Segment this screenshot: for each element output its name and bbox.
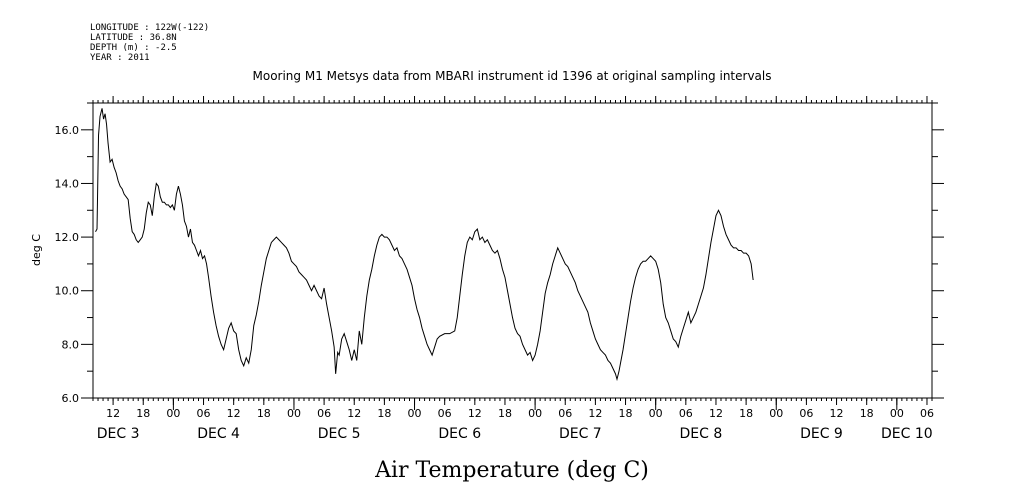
y-tick-label: 6.0 [62, 392, 80, 405]
x-hour-label: 18 [377, 407, 391, 420]
meta-longitude: LONGITUDE : 122W(-122) [90, 23, 209, 33]
plot-frame [92, 102, 933, 399]
x-hour-label: 06 [317, 407, 331, 420]
x-hour-label: 12 [106, 407, 120, 420]
x-hour-labels: 12 18 00 06 12 18 00 06 12 18 00 06 12 18 00 06 12 18 00 06… [106, 407, 934, 420]
x-hour-label: 18 [136, 407, 150, 420]
x-hour-label: 12 [347, 407, 361, 420]
y-tick-label: 8.0 [62, 338, 80, 351]
x-hour-label: 06 [197, 407, 211, 420]
x-hour-label: 00 [649, 407, 663, 420]
x-hour-label: 00 [287, 407, 301, 420]
x-hour-label: 12 [227, 407, 241, 420]
x-hour-label: 00 [408, 407, 422, 420]
y-tick-label: 16.0 [55, 124, 80, 137]
x-day-label: DEC 6 [438, 426, 481, 442]
x-hour-label: 18 [619, 407, 633, 420]
metadata-block: LONGITUDE : 122W(-122) LATITUDE : 36.8N … [90, 23, 209, 63]
x-hour-label: 12 [468, 407, 482, 420]
meta-latitude: LATITUDE : 36.8N [90, 33, 177, 43]
y-tick-labels: 6.0 8.0 10.0 12.0 14.0 16.0 [55, 124, 80, 405]
meta-depth: DEPTH (m) : -2.5 [90, 43, 177, 53]
x-hour-label: 18 [739, 407, 753, 420]
x-hour-label: 06 [799, 407, 813, 420]
x-day-labels: DEC 3 DEC 4 DEC 5 DEC 6 DEC 7 DEC 8 DEC 9 DEC 1… [97, 426, 933, 442]
x-day-label: DEC 3 [97, 426, 140, 442]
x-hour-label: 06 [558, 407, 572, 420]
x-hour-label: 00 [528, 407, 542, 420]
x-day-label: DEC 4 [197, 426, 240, 442]
x-axis-label: Air Temperature (deg C) [374, 458, 649, 483]
series-line-air-temperature [95, 108, 754, 382]
y-tick-label: 12.0 [55, 231, 80, 244]
y-tick-label: 14.0 [55, 177, 80, 190]
x-hour-label: 00 [890, 407, 904, 420]
x-hour-label: 00 [166, 407, 180, 420]
axis-ticks [81, 96, 944, 410]
meta-year: YEAR : 2011 [90, 53, 150, 63]
x-hour-label: 18 [498, 407, 512, 420]
x-hour-label: 12 [830, 407, 844, 420]
x-hour-label: 06 [679, 407, 693, 420]
x-day-label: DEC 5 [318, 426, 361, 442]
y-tick-label: 10.0 [55, 285, 80, 298]
x-hour-label: 00 [769, 407, 783, 420]
x-hour-label: 12 [588, 407, 602, 420]
x-hour-label: 18 [257, 407, 271, 420]
x-hour-label: 12 [709, 407, 723, 420]
x-day-label: DEC 7 [559, 426, 602, 442]
y-axis-label: deg C [30, 234, 43, 266]
x-day-label: DEC 8 [680, 426, 723, 442]
x-day-label: DEC 9 [800, 426, 843, 442]
x-hour-label: 18 [860, 407, 874, 420]
x-hour-label: 06 [438, 407, 452, 420]
x-day-label: DEC 10 [881, 426, 933, 442]
chart-title: Mooring M1 Metsys data from MBARI instru… [253, 69, 772, 83]
x-hour-label: 06 [920, 407, 934, 420]
